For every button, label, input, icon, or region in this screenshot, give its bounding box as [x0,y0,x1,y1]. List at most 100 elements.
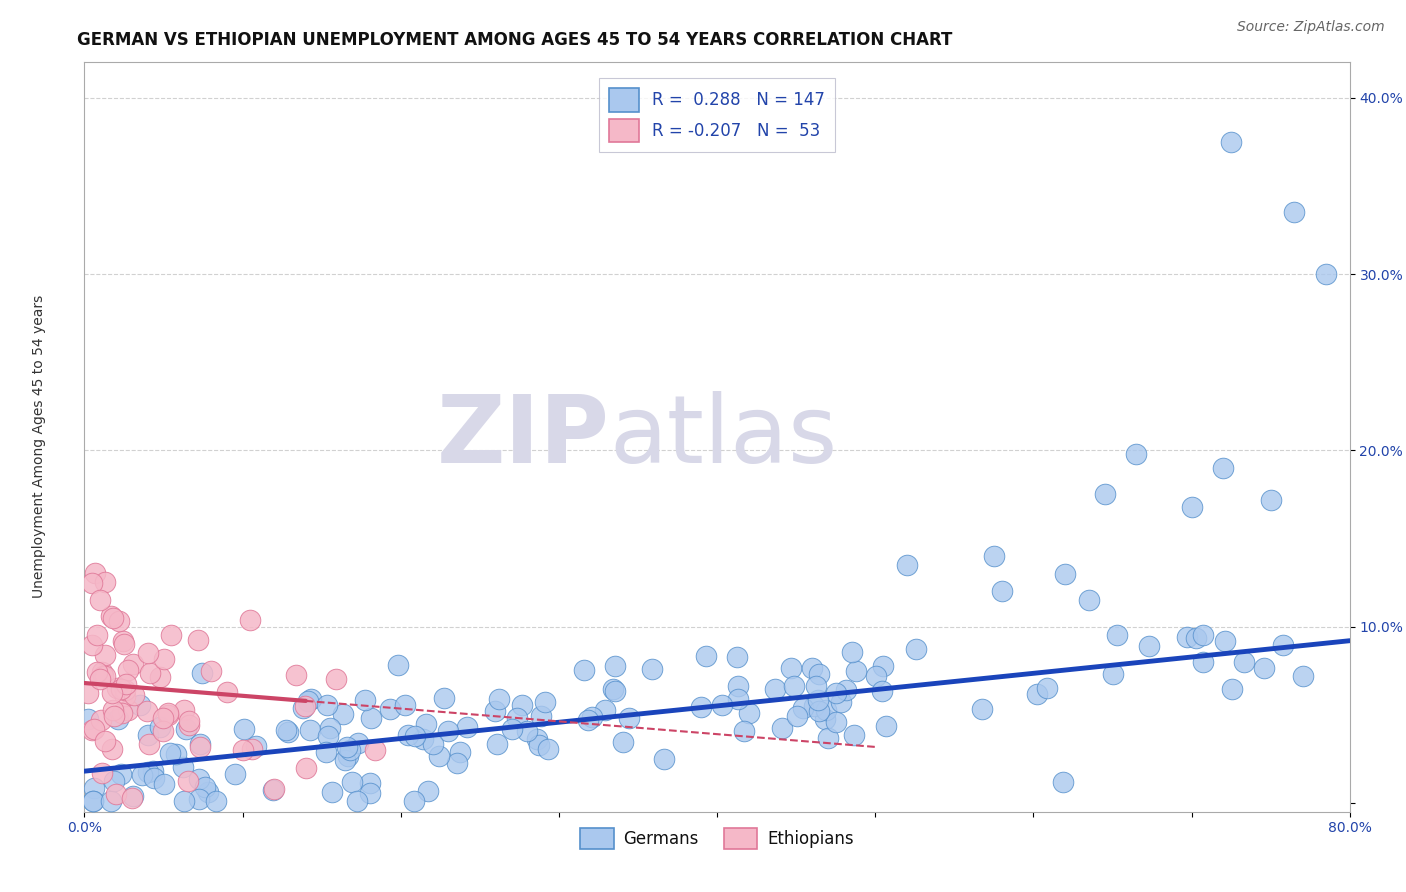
Point [194,780,217,794]
Point [177,773,200,788]
Point [117,703,139,717]
Point [841,645,863,659]
Point [412,732,434,747]
Point [233,722,256,736]
Point [737,706,759,720]
Point [433,690,456,705]
Point [107,712,129,726]
Point [530,709,553,723]
Point [870,683,893,698]
Legend: Germans, Ethiopians: Germans, Ethiopians [574,822,860,855]
Point [141,764,163,778]
Point [295,761,318,775]
Point [76,685,98,699]
Point [765,681,787,696]
Text: Unemployment Among Ages 45 to 54 years: Unemployment Among Ages 45 to 54 years [32,294,46,598]
Point [200,664,222,678]
Point [593,704,616,718]
Point [807,705,830,719]
Point [321,785,343,799]
Point [364,743,387,757]
Point [83,722,105,736]
Point [298,723,321,738]
Point [1212,461,1234,475]
Point [346,794,368,808]
Point [396,728,419,742]
Point [152,723,174,738]
Point [135,704,157,718]
Point [315,746,337,760]
Point [733,724,755,739]
Point [339,742,361,756]
Point [1272,638,1295,652]
Point [394,698,416,712]
Point [416,783,439,797]
Point [422,737,444,751]
Point [108,615,131,629]
Point [93,575,115,590]
Point [725,649,748,664]
Point [1292,669,1315,683]
Point [456,721,478,735]
Point [90,766,112,780]
Point [262,783,284,797]
Point [1220,681,1243,696]
Point [449,746,471,760]
Point [602,681,624,696]
Point [89,593,111,607]
Point [277,725,299,739]
Point [110,766,132,780]
Point [297,694,319,708]
Point [1284,205,1306,219]
Point [110,682,132,697]
Point [165,747,187,761]
Point [292,700,315,714]
Point [501,722,523,736]
Point [526,732,548,747]
Point [149,720,172,734]
Point [274,723,297,738]
Point [142,771,165,785]
Point [285,668,308,682]
Point [205,794,228,808]
Point [90,713,112,727]
Point [1054,566,1077,581]
Point [121,789,143,803]
Point [1077,593,1099,607]
Point [1260,492,1282,507]
Point [152,652,174,666]
Point [89,673,111,687]
Point [800,661,823,675]
Point [488,692,510,706]
Point [177,718,200,732]
Point [807,693,830,707]
Point [112,637,135,651]
Point [177,714,200,728]
Point [82,794,104,808]
Point [86,628,108,642]
Point [415,716,437,731]
Point [803,699,825,714]
Point [159,746,181,760]
Point [484,704,506,718]
Point [152,711,174,725]
Point [316,729,339,743]
Point [299,691,322,706]
Point [157,706,180,721]
Point [1105,628,1128,642]
Point [612,735,634,749]
Point [1137,639,1160,653]
Point [342,775,364,789]
Point [101,742,124,756]
Text: ZIP: ZIP [437,391,610,483]
Point [485,737,508,751]
Point [378,701,401,715]
Point [111,706,134,720]
Point [727,691,749,706]
Point [446,756,468,770]
Point [231,743,254,757]
Point [1102,667,1125,681]
Point [652,752,675,766]
Point [835,682,858,697]
Point [80,723,103,737]
